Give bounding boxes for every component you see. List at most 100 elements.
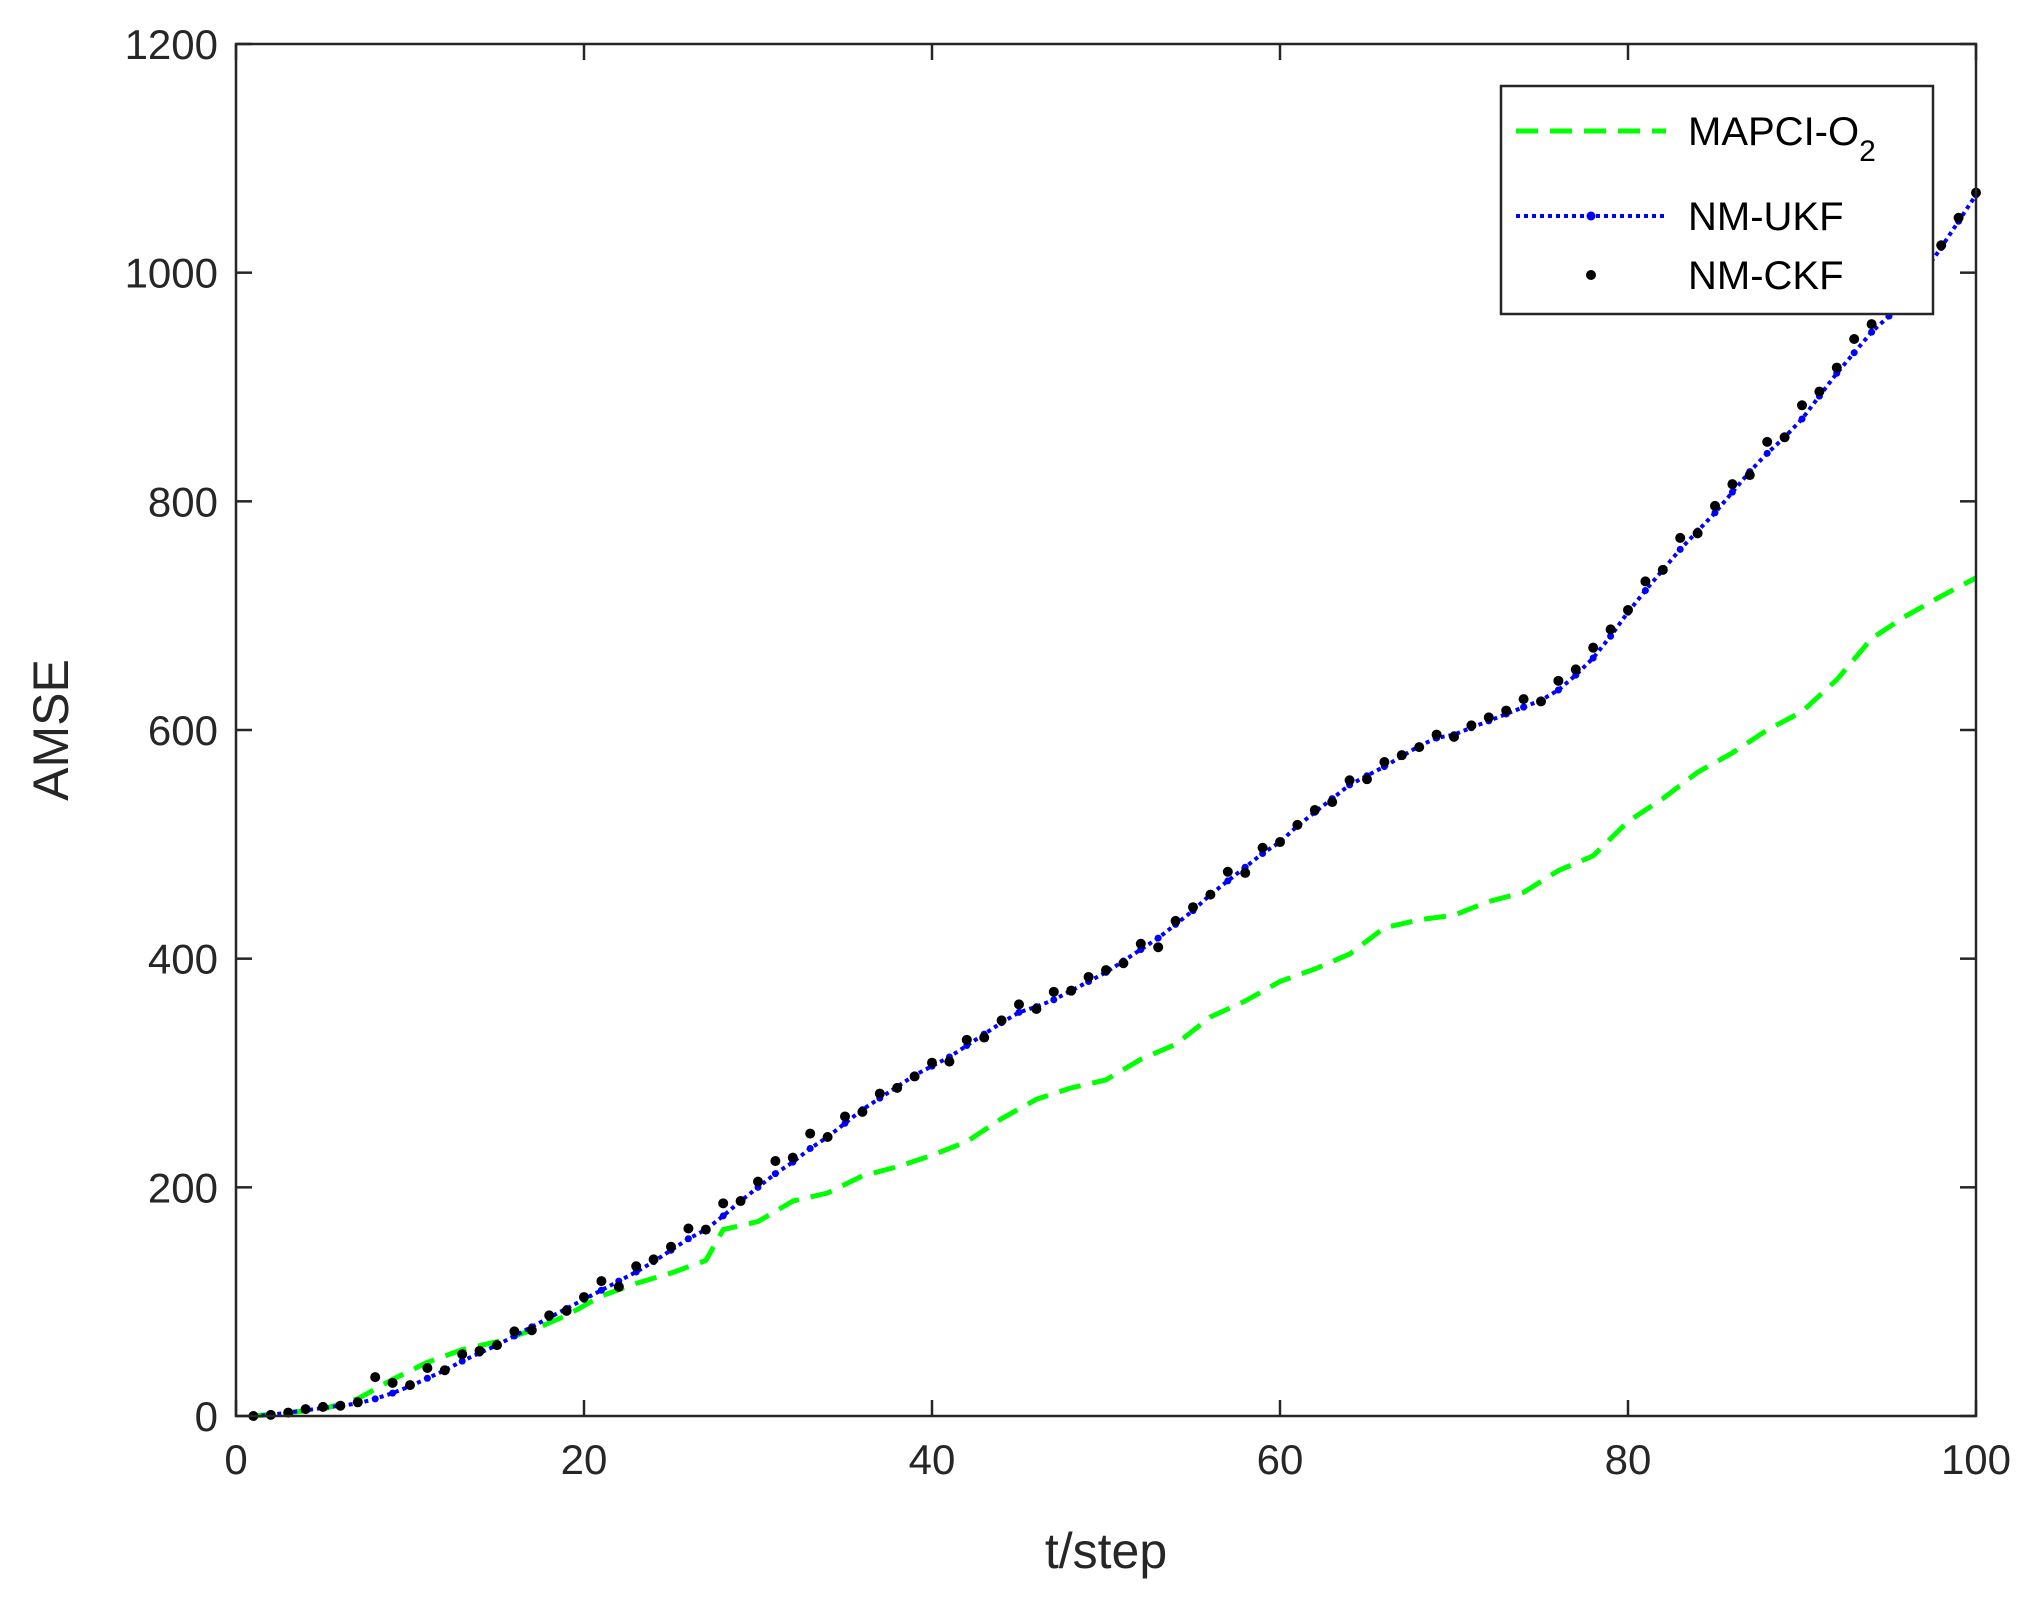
data-point-nm-ckf bbox=[1710, 500, 1720, 511]
data-point-nm-ckf bbox=[979, 1032, 990, 1043]
data-point-nm-ckf bbox=[1483, 712, 1494, 723]
data-point-nm-ckf bbox=[1309, 805, 1320, 816]
data-point-nm-ckf bbox=[1570, 664, 1581, 675]
data-point-nm-ckf bbox=[1675, 532, 1686, 543]
data-point-nm-ckf bbox=[1135, 938, 1146, 949]
x-tick-label: 80 bbox=[1605, 1436, 1652, 1483]
y-tick-label: 1000 bbox=[125, 250, 218, 297]
data-point-nm-ckf bbox=[526, 1325, 537, 1336]
data-point-nm-ckf bbox=[1449, 731, 1459, 742]
data-point-nm-ckf bbox=[596, 1276, 607, 1287]
data-point-nm-ckf bbox=[1188, 902, 1198, 913]
data-point-nm-ckf bbox=[805, 1128, 816, 1139]
data-point-nm-ukf bbox=[1711, 509, 1719, 517]
data-point-nm-ukf bbox=[719, 1212, 727, 1220]
data-point-nm-ckf bbox=[561, 1305, 572, 1316]
data-point-nm-ckf bbox=[1240, 867, 1251, 878]
data-point-nm-ckf bbox=[1797, 400, 1807, 411]
data-point-nm-ukf bbox=[806, 1144, 814, 1152]
data-point-nm-ukf bbox=[1607, 632, 1615, 640]
y-tick-label: 200 bbox=[148, 1164, 218, 1211]
data-point-nm-ckf bbox=[474, 1345, 485, 1356]
x-tick-label: 0 bbox=[224, 1436, 247, 1483]
legend-marker-nm-ckf bbox=[1586, 270, 1596, 280]
data-point-nm-ckf bbox=[944, 1056, 955, 1067]
data-point-nm-ukf bbox=[1154, 934, 1162, 942]
data-point-nm-ckf bbox=[579, 1292, 589, 1303]
legend: MAPCI-O2 NM-UKF NM-CKF bbox=[1499, 84, 1935, 316]
data-point-nm-ckf bbox=[1849, 333, 1860, 344]
data-point-nm-ckf bbox=[683, 1223, 694, 1234]
data-point-nm-ckf bbox=[544, 1310, 555, 1321]
data-point-nm-ckf bbox=[1083, 971, 1094, 982]
legend-label-nm-ckf: NM-CKF bbox=[1688, 254, 1844, 298]
data-point-nm-ckf bbox=[318, 1401, 328, 1412]
data-point-nm-ckf bbox=[1866, 319, 1877, 330]
data-point-nm-ckf bbox=[1779, 432, 1790, 443]
data-point-nm-ckf bbox=[1101, 965, 1111, 976]
data-point-nm-ckf bbox=[648, 1254, 659, 1265]
data-point-nm-ckf bbox=[1501, 705, 1512, 716]
data-point-nm-ckf bbox=[718, 1198, 729, 1209]
data-point-nm-ukf bbox=[1554, 686, 1562, 694]
series-line-mapci-o2 bbox=[253, 575, 1978, 1419]
data-point-nm-ckf bbox=[492, 1340, 502, 1351]
data-point-nm-ckf bbox=[909, 1071, 920, 1082]
data-point-nm-ckf bbox=[370, 1372, 381, 1383]
data-point-nm-ckf bbox=[666, 1241, 676, 1252]
legend-box bbox=[1499, 84, 1935, 316]
data-point-nm-ckf bbox=[300, 1404, 311, 1415]
data-point-nm-ckf bbox=[700, 1224, 711, 1235]
y-tick-label: 600 bbox=[148, 707, 218, 754]
legend-label-mapci-o2: MAPCI-O2 bbox=[1688, 110, 1876, 168]
data-point-nm-ckf bbox=[1292, 819, 1303, 830]
data-point-nm-ckf bbox=[1275, 837, 1285, 848]
data-point-nm-ckf bbox=[874, 1088, 885, 1099]
data-point-nm-ckf bbox=[1466, 720, 1477, 731]
data-point-nm-ckf bbox=[509, 1326, 520, 1337]
x-tick-label: 60 bbox=[1257, 1436, 1304, 1483]
y-tick-label: 0 bbox=[195, 1393, 218, 1440]
data-point-nm-ckf bbox=[1222, 866, 1233, 877]
data-point-nm-ckf bbox=[1431, 729, 1442, 740]
data-point-nm-ckf bbox=[1553, 675, 1564, 686]
data-point-nm-ukf bbox=[841, 1119, 849, 1127]
data-point-nm-ukf bbox=[684, 1235, 692, 1243]
data-point-nm-ckf bbox=[1414, 742, 1425, 753]
legend-marker-nm-ukf bbox=[1586, 211, 1596, 221]
data-point-nm-ckf bbox=[1640, 576, 1651, 587]
data-point-nm-ukf bbox=[1868, 328, 1876, 336]
y-tick-label: 1200 bbox=[125, 21, 218, 68]
data-point-nm-ckf bbox=[335, 1400, 346, 1411]
data-point-nm-ckf bbox=[387, 1377, 398, 1388]
data-point-nm-ukf bbox=[423, 1374, 431, 1382]
data-point-nm-ukf bbox=[1015, 1008, 1023, 1016]
data-point-nm-ckf bbox=[352, 1397, 363, 1408]
data-point-nm-ukf bbox=[1589, 654, 1597, 662]
data-point-nm-ckf bbox=[857, 1106, 868, 1117]
data-point-nm-ckf bbox=[822, 1132, 833, 1143]
data-point-nm-ukf bbox=[371, 1395, 379, 1403]
data-point-nm-ckf bbox=[1623, 604, 1633, 615]
x-tick-label: 40 bbox=[909, 1436, 956, 1483]
data-point-nm-ckf bbox=[1205, 889, 1216, 900]
data-point-nm-ckf bbox=[613, 1281, 624, 1292]
data-point-nm-ukf bbox=[1676, 545, 1684, 553]
data-point-nm-ckf bbox=[927, 1057, 937, 1068]
y-axis-title: AMSE bbox=[23, 659, 79, 801]
data-point-nm-ckf bbox=[1153, 942, 1164, 953]
data-point-nm-ckf bbox=[1031, 1003, 1042, 1014]
data-point-nm-ukf bbox=[1763, 449, 1771, 457]
series-line-nm-ukf bbox=[253, 193, 1978, 1418]
data-point-nm-ckf bbox=[1066, 985, 1077, 996]
data-point-nm-ckf bbox=[1396, 750, 1407, 761]
data-point-nm-ckf bbox=[770, 1156, 781, 1167]
data-point-nm-ckf bbox=[631, 1261, 642, 1272]
data-point-nm-ckf bbox=[1692, 528, 1703, 539]
data-point-nm-ckf bbox=[1657, 564, 1668, 575]
data-point-nm-ckf bbox=[1327, 797, 1338, 808]
data-point-nm-ckf bbox=[1588, 642, 1599, 653]
x-tick-label: 20 bbox=[561, 1436, 608, 1483]
